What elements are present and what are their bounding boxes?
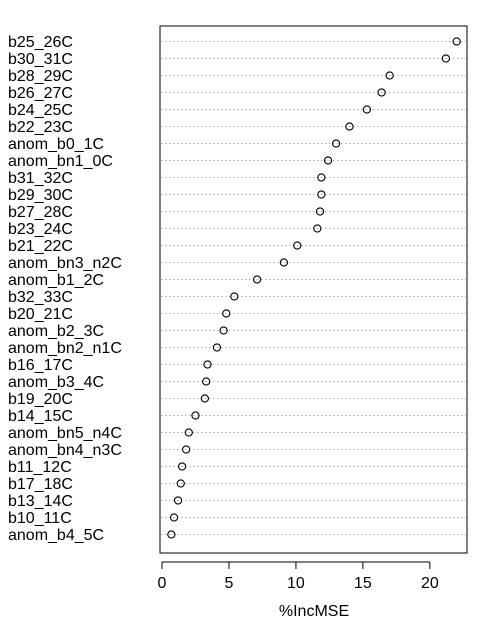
category-label: b17_18C xyxy=(8,476,73,493)
data-point xyxy=(169,513,179,522)
data-point xyxy=(200,394,210,403)
category-label: anom_bn2_n1C xyxy=(8,340,122,357)
category-label: b27_28C xyxy=(8,204,73,221)
data-point xyxy=(385,71,394,80)
x-axis: 0 5 10 15 20 xyxy=(158,561,439,592)
category-label: b13_14C xyxy=(8,493,73,510)
data-point xyxy=(317,190,326,199)
data-point xyxy=(191,411,200,420)
data-point xyxy=(230,292,239,301)
category-label: b20_21C xyxy=(8,306,73,323)
x-axis-title: %IncMSE xyxy=(279,603,349,620)
x-tick-label: 0 xyxy=(158,575,167,592)
category-label: b10_11C xyxy=(8,510,72,527)
category-label: b32_33C xyxy=(8,289,73,306)
category-label: anom_b3_4C xyxy=(8,374,104,391)
x-tick-label: 20 xyxy=(421,575,439,592)
category-label: b23_24C xyxy=(8,221,73,238)
data-point xyxy=(219,326,228,335)
category-label: b16_17C xyxy=(8,357,73,374)
plot-box xyxy=(159,25,468,554)
data-point xyxy=(176,479,185,488)
data-point xyxy=(452,37,461,46)
data-point xyxy=(313,224,322,233)
category-label: anom_bn4_n3C xyxy=(8,442,122,459)
category-label: anom_bn1_0C xyxy=(8,153,113,170)
category-label: b29_30C xyxy=(8,187,73,204)
category-label: b31_32C xyxy=(8,170,73,187)
data-point xyxy=(184,428,193,437)
data-point xyxy=(331,139,341,148)
x-tick-label: 5 xyxy=(225,575,234,592)
category-label: b28_29C xyxy=(8,68,73,85)
data-point xyxy=(222,309,231,318)
category-label: b24_25C xyxy=(8,102,73,119)
guide-lines xyxy=(161,41,466,535)
data-point xyxy=(345,122,354,131)
data-point xyxy=(315,207,325,216)
data-point xyxy=(441,54,451,63)
data-point xyxy=(167,530,176,539)
category-label: b22_23C xyxy=(8,119,73,136)
category-label: anom_b0_1C xyxy=(8,136,104,153)
category-label: b21_22C xyxy=(8,238,73,255)
data-point xyxy=(203,360,212,369)
category-label: b30_31C xyxy=(8,51,73,68)
data-points xyxy=(167,37,461,539)
x-tick-label: 15 xyxy=(354,575,372,592)
category-labels: b25_26Cb30_31Cb28_29Cb26_27Cb24_25Cb22_2… xyxy=(8,34,122,544)
category-label: b11_12C xyxy=(8,459,72,476)
category-label: b26_27C xyxy=(8,85,73,102)
data-point xyxy=(377,88,386,97)
data-point xyxy=(323,156,333,165)
category-label: anom_bn3_n2C xyxy=(8,255,122,272)
data-point xyxy=(202,377,211,386)
category-label: anom_bn5_n4C xyxy=(8,425,122,442)
data-point xyxy=(317,173,326,182)
data-point xyxy=(279,258,289,267)
category-label: b25_26C xyxy=(8,34,73,51)
data-point xyxy=(362,105,372,114)
x-tick-label: 10 xyxy=(287,575,305,592)
data-point xyxy=(252,275,262,284)
category-label: b14_15C xyxy=(8,408,73,425)
data-point xyxy=(293,241,302,250)
data-point xyxy=(181,445,191,454)
data-point xyxy=(177,462,187,471)
data-point xyxy=(173,496,183,505)
category-label: anom_b4_5C xyxy=(8,527,104,544)
data-point xyxy=(212,343,222,352)
category-label: anom_b2_3C xyxy=(8,323,104,340)
category-label: b19_20C xyxy=(8,391,73,408)
category-label: anom_b1_2C xyxy=(8,272,104,289)
